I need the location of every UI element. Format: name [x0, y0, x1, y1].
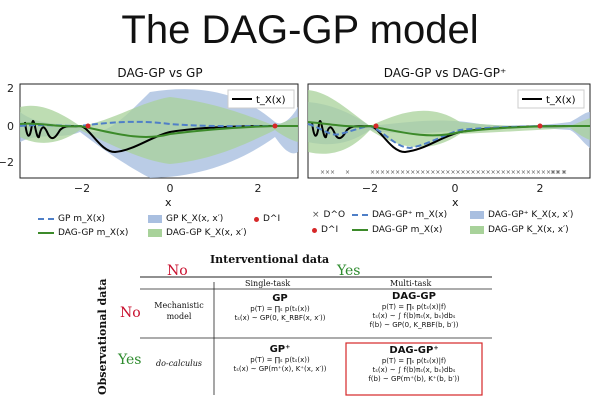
- daggp-mean-line: [19, 122, 298, 138]
- observational-points: ××× × ××××××××××××××××××××××××××××××××××××…: [320, 169, 567, 176]
- cell-gpplus-name: GP⁺: [269, 344, 291, 355]
- y-tick-label: 0: [7, 120, 14, 133]
- observational-no: No: [120, 305, 141, 321]
- slide-title: The DAG-GP model: [121, 8, 479, 52]
- daggp-mean-line: [307, 121, 590, 137]
- x-tick-label: 0: [167, 182, 174, 195]
- cell-daggp: DAG-GP p(T) = ∏ₛ p(tₛ(x)|f) tₛ(x) ~ ∫ f(…: [346, 291, 482, 330]
- left-x-label: x: [165, 196, 172, 209]
- inset-legend-label: t_X(x): [546, 95, 576, 106]
- y-tick-label: −2: [0, 156, 14, 169]
- right-plot-title: DAG-GP vs DAG-GP⁺: [383, 66, 507, 80]
- legend-label: DAG-GP K_X(x, x′): [488, 225, 569, 235]
- svg-text:×××: ×××: [320, 169, 335, 176]
- svg-text:×: ×: [345, 169, 350, 176]
- row-label-do-calculus: do-calculus: [156, 359, 202, 368]
- x-tick-label: 2: [255, 182, 262, 195]
- x-tick-label: −2: [362, 182, 378, 195]
- svg-text:××××××××××××××××××××××××××××××: ×××××××××××××××××××××××××××××××××××××××: [370, 169, 566, 176]
- daggp-band: [308, 90, 590, 154]
- legend-label: D^I: [263, 214, 281, 224]
- cell-gpplus-line: tₛ(x) ~ GP(m⁺(x), K⁺(x, x′)): [233, 365, 327, 373]
- cell-gp-name: GP: [272, 293, 288, 304]
- cell-daggpplus-name: DAG-GP⁺: [389, 345, 439, 356]
- right-plot: ××× × ××××××××××××××××××××××××××××××××××××…: [307, 83, 591, 195]
- cell-daggp-line: f(b) ~ GP(0, K_RBF(b, b′)): [369, 321, 459, 329]
- cell-daggpplus-line: p(T) = ∏ₛ p(tₛ(x)|f): [381, 357, 447, 365]
- cell-daggpplus-line: tₛ(x) ~ ∫ f(b)πₛ(x, bₛ)dbₛ: [372, 366, 456, 374]
- cell-gp-line: tₛ(x) ~ GP(0, K_RBF(x, x′)): [234, 314, 326, 322]
- right-legend: × D^O D^I DAG-GP⁺ m_X(x) DAG-GP m_X(x) DA…: [312, 210, 574, 235]
- legend-label: D^O: [323, 210, 346, 220]
- observational-data-heading: Observational data: [96, 278, 109, 395]
- legend-label: DAG-GP K_X(x, x′): [166, 228, 247, 238]
- cell-daggpplus-line: f(b) ~ GP(m⁺(b), K⁺(b, b′)): [368, 375, 460, 383]
- interventional-data-heading: Interventional data: [210, 253, 330, 266]
- interventional-point: [537, 123, 543, 129]
- inset-legend-label: t_X(x): [256, 95, 286, 106]
- svg-text:×× ×: ×× ×: [550, 169, 567, 176]
- observational-heading-wrap: Observational data: [96, 278, 116, 395]
- cell-gpplus: GP⁺ p(T) = ∏ₛ p(tₛ(x)) tₛ(x) ~ GP(m⁺(x),…: [216, 344, 344, 374]
- legend-label: DAG-GP⁺ K_X(x, x′): [488, 210, 574, 220]
- observational-yes: Yes: [118, 352, 142, 368]
- left-plot: 2 0 −2 −2 0 2 t_X(x): [0, 82, 299, 195]
- legend-label: GP m_X(x): [58, 214, 106, 224]
- x-tick-label: −2: [74, 182, 90, 195]
- single-task-header: Single-task: [245, 279, 291, 288]
- cell-gp: GP p(T) = ∏ₛ p(tₛ(x)) tₛ(x) ~ GP(0, K_RB…: [220, 293, 340, 323]
- cell-daggp-line: tₛ(x) ~ ∫ f(b)πₛ(x, bₛ)dbₛ: [372, 312, 456, 320]
- legend-label: DAG-GP m_X(x): [372, 225, 443, 235]
- right-x-label: x: [452, 196, 459, 209]
- cell-gpplus-line: p(T) = ∏ₛ p(tₛ(x)): [250, 356, 310, 364]
- left-plot-title: DAG-GP vs GP: [117, 66, 203, 80]
- legend-label: GP K_X(x, x′): [166, 214, 224, 224]
- cell-daggp-name: DAG-GP: [392, 291, 436, 302]
- interventional-no: No: [167, 263, 188, 279]
- legend-label: DAG-GP m_X(x): [58, 228, 129, 238]
- x-tick-label: 2: [537, 182, 544, 195]
- legend-label: D^I: [321, 225, 339, 235]
- cell-gp-line: p(T) = ∏ₛ p(tₛ(x)): [250, 305, 310, 313]
- multi-task-header: Multi-task: [390, 279, 432, 288]
- left-legend: GP m_X(x) DAG-GP m_X(x) GP K_X(x, x′) DA…: [38, 214, 298, 244]
- x-tick-label: 0: [452, 182, 459, 195]
- legend-label: DAG-GP⁺ m_X(x): [372, 210, 448, 220]
- interventional-point: [373, 123, 379, 129]
- row-label-mechanistic: Mechanistic model: [154, 301, 204, 321]
- cell-daggpplus: DAG-GP⁺ p(T) = ∏ₛ p(tₛ(x)|f) tₛ(x) ~ ∫ f…: [346, 345, 482, 384]
- daggp-band: [20, 97, 298, 164]
- interventional-yes: Yes: [337, 263, 361, 279]
- interventional-point: [272, 123, 278, 129]
- interventional-point: [85, 123, 91, 129]
- y-tick-label: 2: [7, 82, 14, 95]
- cell-daggp-line: p(T) = ∏ₛ p(tₛ(x)|f): [381, 303, 447, 311]
